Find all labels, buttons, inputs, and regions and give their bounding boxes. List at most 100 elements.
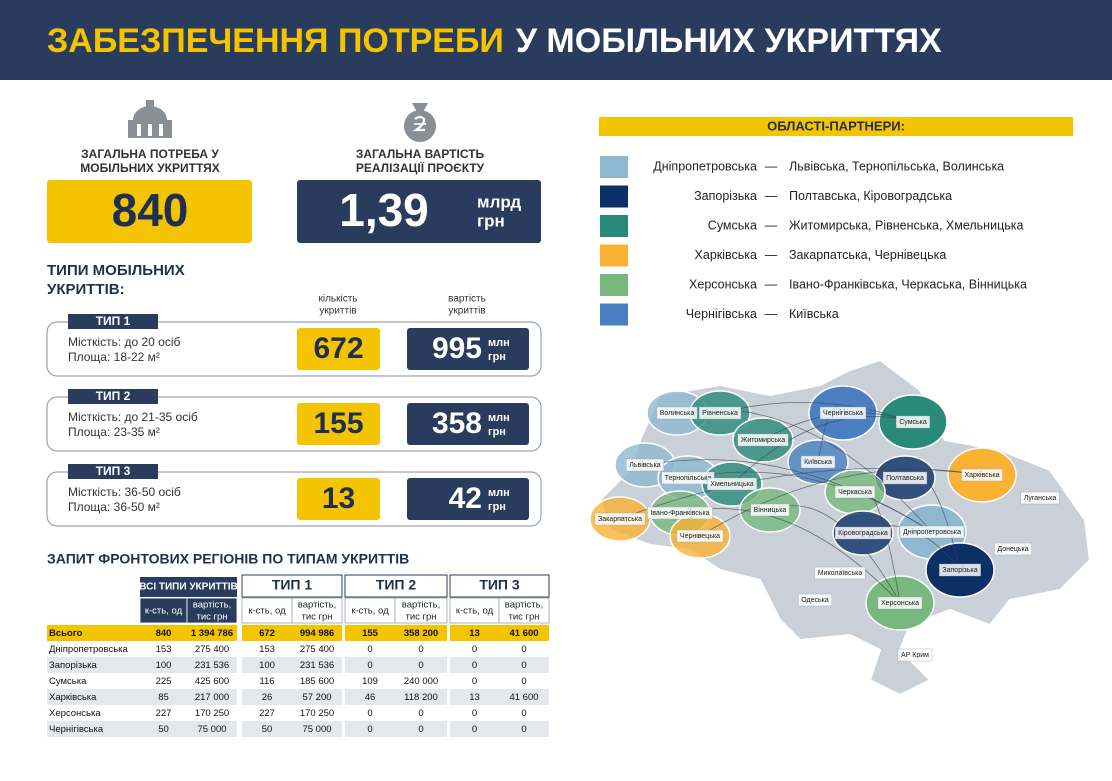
cost-unit: млрд	[477, 192, 521, 211]
map-label: Харківська	[965, 471, 1000, 479]
subheader-cell	[186, 597, 238, 624]
legend-region: Запорізька	[694, 189, 757, 203]
count-box	[297, 328, 380, 370]
subheader-cost: тис грн	[301, 612, 332, 623]
table-cell: 13	[469, 692, 480, 703]
table-cell: 0	[521, 644, 526, 655]
type-capacity: Місткість: до 21-35 осіб	[68, 410, 198, 424]
table-cell: 155	[362, 628, 379, 639]
table-cell: 672	[259, 628, 275, 639]
subheader-cell	[241, 597, 293, 624]
table-cell: 41 600	[509, 692, 538, 703]
cost-header: укриттів	[448, 306, 485, 317]
legend-partners: Івано-Франківська, Черкаська, Вінницька	[789, 277, 1027, 291]
icon-part	[146, 100, 154, 108]
table-row	[47, 625, 549, 641]
table-cell: 275 400	[195, 644, 229, 655]
count-header: кількість	[318, 294, 357, 305]
type-count: 13	[322, 482, 355, 515]
table-cell: 0	[367, 644, 372, 655]
legend-swatch	[600, 244, 628, 267]
table-cell: 109	[362, 676, 378, 687]
need-caption: ЗАГАЛЬНА ПОТРЕБА У	[81, 147, 219, 161]
subheader-count: к-сть, од	[351, 606, 389, 617]
table-cell: 0	[472, 676, 477, 687]
legend-partners: Полтавська, Кіровоградська	[789, 189, 952, 203]
legend-swatch	[600, 215, 628, 237]
map-label: Запорізька	[942, 566, 977, 574]
map-label-box	[899, 525, 965, 539]
map-label: Тернопільська	[665, 474, 712, 482]
map-label: Львівська	[629, 461, 661, 469]
table-cell: 0	[418, 660, 423, 671]
subheader-cell	[291, 597, 343, 624]
map-label-box	[707, 477, 757, 491]
table-cell: 50	[158, 724, 169, 735]
map-label: Івано-Франківська	[650, 509, 709, 517]
need-box	[47, 180, 252, 243]
type-area: Площа: 36-50 м²	[68, 500, 160, 514]
subheader-cost: вартість,	[298, 600, 336, 611]
map-label-box	[961, 468, 1003, 482]
type-unit: млн	[488, 412, 510, 424]
map-label: Волинська	[660, 410, 695, 417]
row-label: Всього	[49, 628, 83, 639]
map-label-box	[737, 433, 789, 447]
table-cell: 240 000	[404, 676, 438, 687]
table-cell: 231 536	[195, 660, 229, 671]
table-cell: 170 250	[300, 708, 334, 719]
map-label: АР Крим	[901, 652, 929, 659]
map-label-box	[834, 526, 892, 540]
cost-caption: РЕАЛІЗАЦІЇ ПРОЄКТУ	[356, 160, 485, 175]
map-label: Одеська	[801, 597, 829, 604]
type-unit: млн	[488, 337, 510, 349]
count-box	[297, 478, 380, 520]
type-count: 672	[313, 332, 363, 365]
need-caption: МОБІЛЬНИХ УКРИТТЯХ	[80, 161, 220, 175]
row-label: Херсонська	[49, 708, 101, 719]
group-header	[140, 577, 237, 597]
type-area: Площа: 18-22 м²	[68, 350, 160, 364]
title-rest: У МОБІЛЬНИХ УКРИТТЯХ	[516, 22, 942, 60]
table-cell: 118 200	[404, 692, 438, 703]
legend-partners: Закарпатська, Чернівецька	[789, 248, 946, 262]
legend-partners: Київська	[789, 307, 839, 321]
map-label: Миколаївська	[818, 570, 863, 577]
icon-part	[148, 124, 152, 136]
legend-dash: —	[765, 218, 778, 232]
table-cell: 0	[472, 708, 477, 719]
table-cell: 57 200	[302, 692, 331, 703]
map-label-box	[1020, 491, 1060, 505]
legend-dash: —	[765, 307, 778, 321]
row-label: Чернігівська	[49, 724, 104, 735]
count-box	[297, 403, 380, 445]
table-cell: 0	[521, 676, 526, 687]
type-area: Площа: 23-35 м²	[68, 425, 160, 439]
type-cost: 358	[432, 407, 482, 440]
shelter-icon	[128, 100, 172, 138]
group-header-label: ТИП 2	[376, 577, 417, 593]
cost-box	[407, 403, 529, 445]
map-link	[731, 416, 914, 485]
map-label-box	[647, 506, 713, 520]
cost-unit: грн	[477, 211, 505, 230]
map-label: Хмельницька	[710, 481, 754, 488]
legend-swatch	[600, 303, 628, 326]
table-cell: 153	[259, 644, 275, 655]
types-title: ТИПИ МОБІЛЬНИХ	[47, 262, 185, 279]
table-cell: 0	[418, 708, 423, 719]
table-cell: 13	[469, 628, 480, 639]
subheader-count: к-сть, од	[248, 606, 286, 617]
map-link	[719, 402, 914, 423]
table-row	[47, 705, 549, 721]
legend-swatch	[600, 274, 628, 296]
map-label: Дніпропетровська	[903, 528, 961, 536]
legend-region: Херсонська	[689, 277, 757, 291]
table-cell: 994 986	[300, 628, 334, 639]
need-value: 840	[112, 184, 189, 236]
table-cell: 0	[472, 644, 477, 655]
table-cell: 0	[472, 724, 477, 735]
legend-swatch	[600, 156, 628, 178]
subheader-cost: тис грн	[405, 612, 436, 623]
table-cell: 85	[158, 692, 169, 703]
